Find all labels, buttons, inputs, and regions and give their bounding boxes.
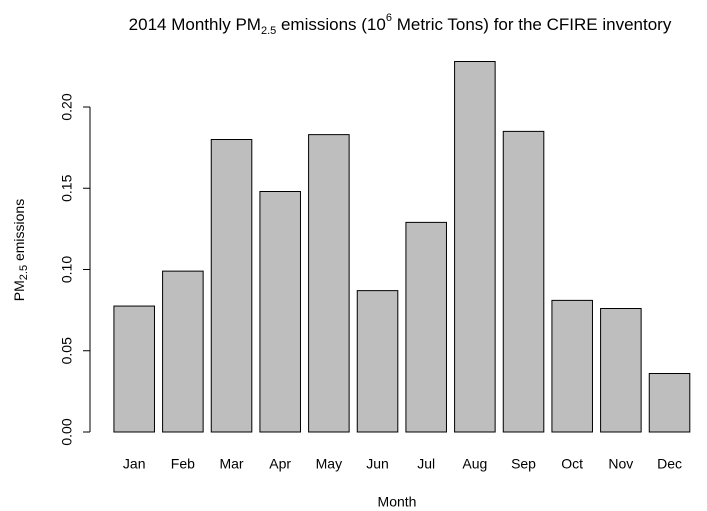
- bar: [162, 270, 204, 433]
- x-tick-label: Apr: [269, 456, 291, 472]
- x-tick-label: Dec: [657, 456, 682, 472]
- x-tick-label: Aug: [462, 456, 487, 472]
- x-tick-label: May: [316, 456, 342, 472]
- bar: [454, 61, 496, 433]
- bar: [600, 308, 642, 433]
- x-tick-label: Jun: [366, 456, 389, 472]
- x-tick-label: Sep: [511, 456, 536, 472]
- x-tick-label: Oct: [561, 456, 583, 472]
- x-tick-label: Jul: [417, 456, 435, 472]
- y-tick-label: 0.00: [59, 418, 75, 445]
- y-axis-label: PM2.5 emissions: [11, 199, 30, 301]
- bar: [551, 299, 593, 433]
- x-axis-label: Month: [378, 494, 417, 510]
- bar: [113, 305, 155, 433]
- bar: [308, 134, 350, 433]
- bar: [648, 373, 691, 433]
- chart-title: 2014 Monthly PM2.5 emissions (106 Metric…: [129, 12, 672, 37]
- bar: [502, 130, 545, 433]
- x-tick-label: Jan: [123, 456, 146, 472]
- bar: [210, 139, 253, 433]
- y-tick-label: 0.15: [59, 174, 75, 201]
- y-tick-label: 0.05: [59, 337, 75, 364]
- x-tick-label: Nov: [608, 456, 633, 472]
- x-tick-label: Feb: [171, 456, 195, 472]
- bar: [405, 221, 447, 433]
- y-tick-label: 0.10: [59, 256, 75, 283]
- x-tick-label: Mar: [219, 456, 243, 472]
- bar: [356, 290, 399, 433]
- bar: [259, 191, 301, 433]
- y-tick-label: 0.20: [59, 93, 75, 120]
